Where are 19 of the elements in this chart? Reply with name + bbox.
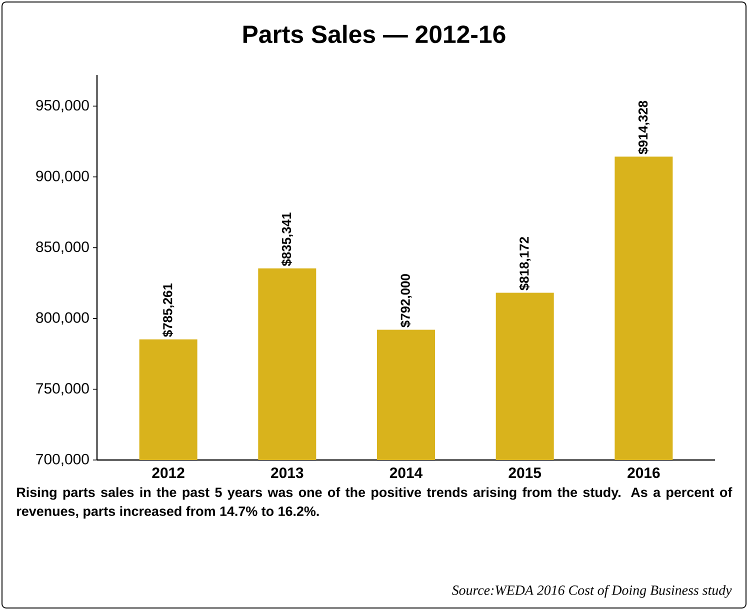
data-label: $914,328 [638, 100, 650, 154]
x-tick-label: 2013 [271, 468, 304, 478]
y-tick-label: 850,000 [36, 242, 89, 254]
data-label: $792,000 [400, 274, 412, 328]
data-label: $785,261 [162, 283, 174, 337]
x-tick-label: 2012 [152, 468, 184, 478]
y-tick-label: 800,000 [36, 312, 89, 325]
y-tick-label: 700,000 [36, 454, 89, 466]
x-tick-label: 2016 [628, 468, 660, 478]
y-tick-label: 950,000 [36, 100, 89, 112]
y-tick-label: 900,000 [36, 170, 89, 184]
data-label: $818,172 [519, 237, 531, 290]
chart-title: Parts Sales — 2012-16 [243, 24, 506, 44]
text: Source:WEDA 2016 Cost of Doing Business study [452, 584, 732, 598]
x-tick-label: 2014 [390, 468, 423, 478]
data-label: $835,341 [281, 212, 293, 266]
x-tick-label: 2015 [508, 468, 542, 478]
y-tick-label: 750,000 [36, 383, 89, 396]
text: Rising parts sales in the past 5 years was one of the positive trends arising from the study. As a percent of revenues, parts increased from 14.7% to 16.2%. [17, 487, 732, 519]
